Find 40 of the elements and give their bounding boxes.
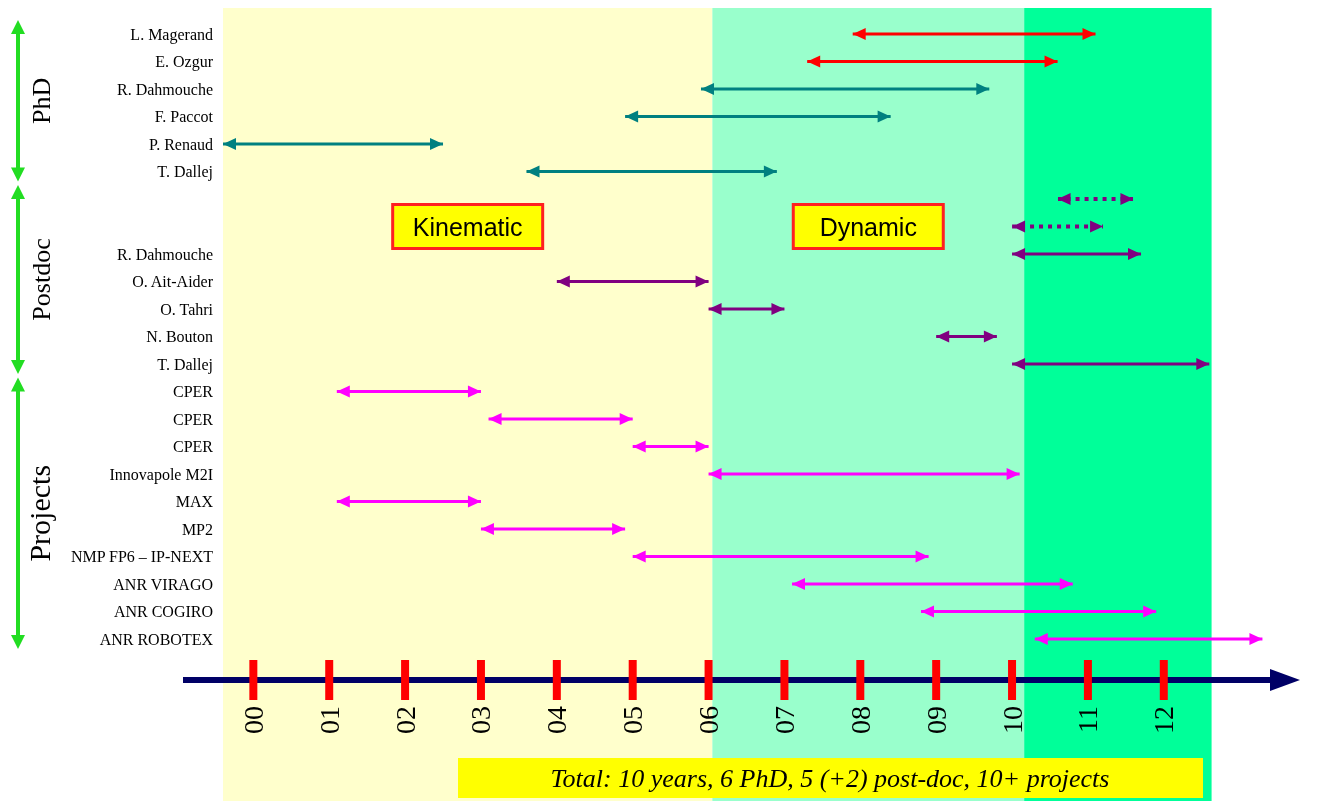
y-tick-label: E. Ozgur <box>155 53 214 71</box>
x-tick-label: 09 <box>920 706 952 734</box>
x-tick-label: 06 <box>693 706 725 734</box>
y-tick-label: CPER <box>172 438 214 455</box>
y-tick-label: Innovapole M2I <box>109 465 213 484</box>
y-tick-label: CPER <box>172 410 214 428</box>
y-tick-label: F. Paccot <box>154 108 214 125</box>
x-tick-label: 02 <box>389 706 421 734</box>
y-tick-label: N. Bouton <box>146 328 213 345</box>
band-label: Dynamic <box>819 212 917 241</box>
x-tick-label: 08 <box>844 706 876 734</box>
band-label: Kinematic <box>412 212 523 241</box>
y-tick-label: R. Dahmouche <box>117 80 213 98</box>
x-tick-label: 12 <box>1148 706 1180 734</box>
text: Postdoc <box>27 238 56 321</box>
x-tick-label: 07 <box>768 706 800 734</box>
y-tick-label: NMP FP6 – IP-NEXT <box>70 548 214 565</box>
y-tick-label: ANR ROBOTEX <box>99 630 214 648</box>
x-tick-label: 10 <box>996 706 1028 734</box>
y-tick-label: ANR VIRAGO <box>113 575 213 593</box>
y-tick-label: L. Magerand <box>130 25 213 44</box>
y-tick-label: T. Dallej <box>157 355 213 374</box>
y-tick-label: O. Ait-Aider <box>132 273 214 290</box>
x-tick-label: 04 <box>541 706 573 734</box>
x-tick-label: 05 <box>617 706 649 734</box>
text: Total: 10 years, 6 PhD, 5 (+2) post-doc, 10+ projects <box>550 764 1110 793</box>
y-tick-label: R. Dahmouche <box>117 245 213 263</box>
y-tick-label: MAX <box>175 493 214 510</box>
x-tick-label: 00 <box>237 706 269 734</box>
y-tick-label: ANR COGIRO <box>113 603 213 620</box>
x-tick-label: 03 <box>465 706 497 734</box>
y-tick-label: CPER <box>172 383 214 400</box>
y-tick-label: MP2 <box>181 520 213 538</box>
x-tick-label: 11 <box>1072 706 1104 733</box>
x-tick-label: 01 <box>313 706 345 734</box>
y-tick-label: O. Tahri <box>160 300 214 318</box>
y-tick-label: P. Renaud <box>149 135 213 153</box>
text: PhD <box>27 77 56 124</box>
y-tick-label: T. Dallej <box>157 163 213 181</box>
text: Projects <box>23 464 56 562</box>
